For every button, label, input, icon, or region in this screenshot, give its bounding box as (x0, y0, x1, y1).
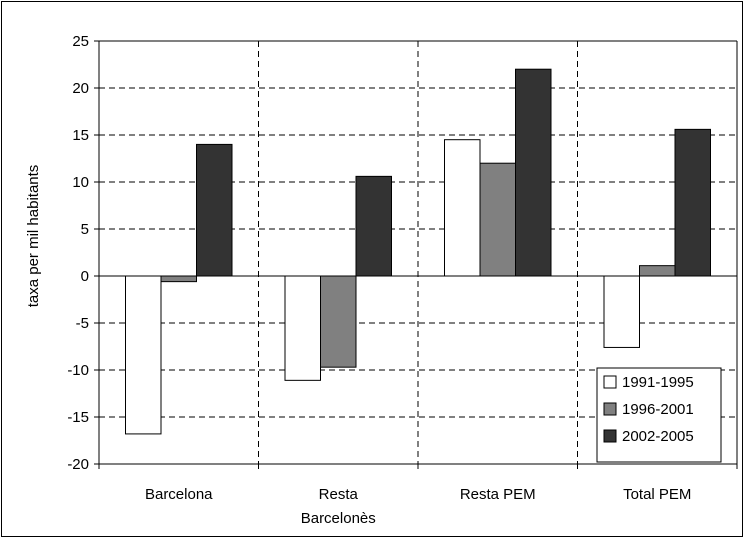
x-category-label: Total PEM (623, 486, 691, 503)
y-tick-label: 20 (72, 80, 89, 97)
legend: 1991-1995 1996-2001 2002-2005 (596, 367, 722, 463)
bar (603, 275, 640, 348)
bar (320, 275, 357, 368)
y-tick-label: -10 (67, 362, 89, 379)
legend-label: 1996-2001 (622, 401, 694, 418)
y-tick-label: 5 (81, 221, 89, 238)
y-tick-label: -20 (67, 456, 89, 473)
legend-swatch (603, 429, 617, 443)
bar (674, 128, 711, 277)
x-category-label: Barcelonès (301, 510, 376, 527)
labels-layer: -20 -15 -10 -5 0 5 10 15 20 25 Barcelona Resta Barce… (67, 33, 691, 527)
y-tick-label: 10 (72, 174, 89, 191)
bar (160, 275, 197, 283)
legend-box (596, 367, 722, 463)
bar (284, 275, 321, 381)
legend-swatch (603, 402, 617, 416)
legend-swatch (603, 375, 617, 389)
x-category-label: Barcelona (145, 486, 213, 503)
y-tick-label: 15 (72, 127, 89, 144)
bar (196, 143, 233, 277)
y-tick-label: -15 (67, 409, 89, 426)
y-tick-label: 25 (72, 33, 89, 50)
legend-label: 1991-1995 (622, 374, 694, 391)
bar (479, 162, 516, 277)
bar (515, 68, 552, 277)
bar (125, 275, 162, 435)
x-category-label: Resta PEM (460, 486, 536, 503)
bar (444, 139, 481, 277)
bar (355, 175, 392, 277)
x-category-label: Resta (319, 486, 359, 503)
bar (639, 265, 676, 277)
y-tick-label: 0 (81, 268, 89, 285)
y-axis-title: taxa per mil habitants (25, 165, 42, 308)
legend-items: 1991-1995 1996-2001 2002-2005 (603, 374, 694, 445)
y-tick-label: -5 (76, 315, 89, 332)
legend-label: 2002-2005 (622, 428, 694, 445)
axes-layer (94, 40, 738, 469)
bars-layer (125, 68, 711, 435)
